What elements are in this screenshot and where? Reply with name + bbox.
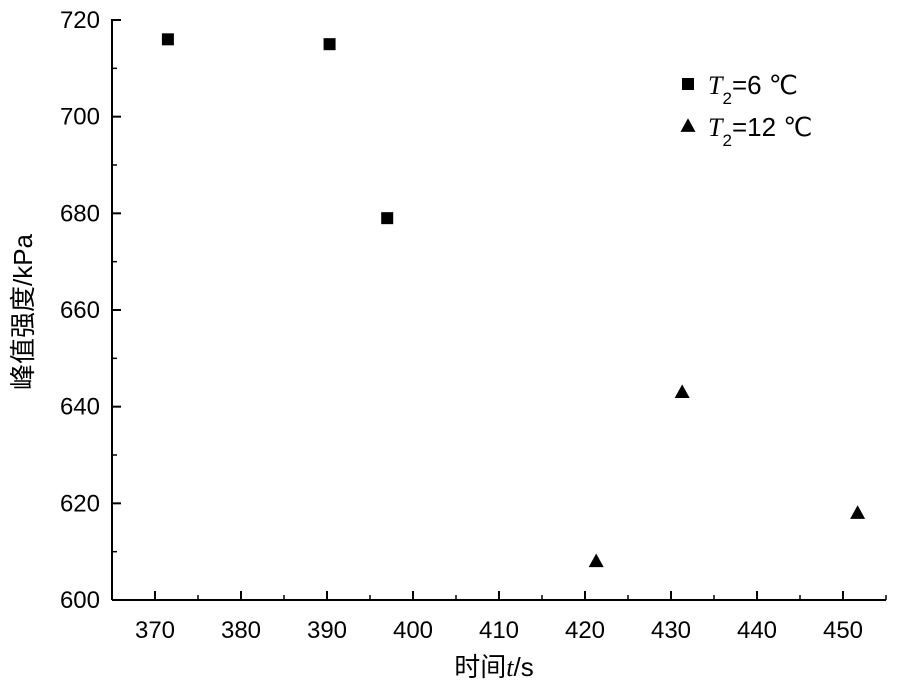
x-axis-ticks: 370 380 390 400 410 420 430 440 450 [111,591,887,644]
x-tick-label: 390 [307,617,347,644]
legend: T2=6 ℃T2=12 ℃ [680,70,812,150]
y-tick-label: 720 [60,7,100,34]
y-tick-label: 700 [60,104,100,131]
y-tick-label: 640 [60,394,100,421]
legend-label-rest: =6 ℃ [732,70,798,100]
square-data-point [161,33,174,46]
legend-triangle-marker [680,118,696,132]
legend-label-rest: =12 ℃ [732,112,813,142]
data-points [161,33,866,568]
triangle-data-point [588,553,604,568]
square-data-point [381,212,394,225]
x-tick-label: 440 [737,617,777,644]
x-axis-title: 时间t/s [454,652,533,682]
legend-label-variable: T [708,71,724,100]
x-tick-label: 450 [823,617,863,644]
x-tick-label: 420 [565,617,605,644]
legend-label-subscript: 2 [722,89,731,108]
legend-label: T2=12 ℃ [708,112,812,150]
y-tick-label: 680 [60,200,100,227]
triangle-data-point [674,384,690,399]
x-axis-title-variable: t [506,653,514,682]
x-tick-label: 380 [221,617,261,644]
legend-label: T2=6 ℃ [708,70,798,108]
x-tick-label: 400 [393,617,433,644]
y-tick-label: 620 [60,490,100,517]
x-tick-label: 430 [651,617,691,644]
axes [111,19,886,601]
y-tick-label: 600 [60,587,100,614]
y-axis-ticks: 600 620 640 660 680 700 720 [60,7,121,614]
x-axis-title-prefix: 时间 [454,652,506,682]
legend-square-marker [682,78,694,90]
y-tick-label: 660 [60,297,100,324]
square-data-point [323,38,336,51]
x-tick-label: 370 [135,617,175,644]
x-axis-title-suffix: /s [514,652,534,682]
x-tick-label: 410 [479,617,519,644]
legend-label-variable: T [708,113,724,142]
triangle-data-point [850,505,866,519]
y-axis-title: 峰值强度/kPa [8,233,38,390]
legend-label-subscript: 2 [722,131,731,150]
